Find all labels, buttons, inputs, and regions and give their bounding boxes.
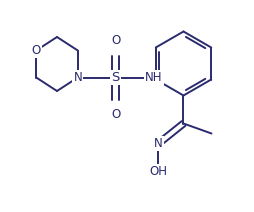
Text: N: N — [154, 137, 163, 150]
Text: N: N — [73, 71, 82, 84]
Text: NH: NH — [145, 71, 163, 84]
Text: OH: OH — [150, 165, 167, 178]
Text: O: O — [111, 107, 120, 120]
Text: O: O — [31, 44, 41, 57]
Text: O: O — [111, 35, 120, 47]
Text: S: S — [112, 71, 120, 84]
